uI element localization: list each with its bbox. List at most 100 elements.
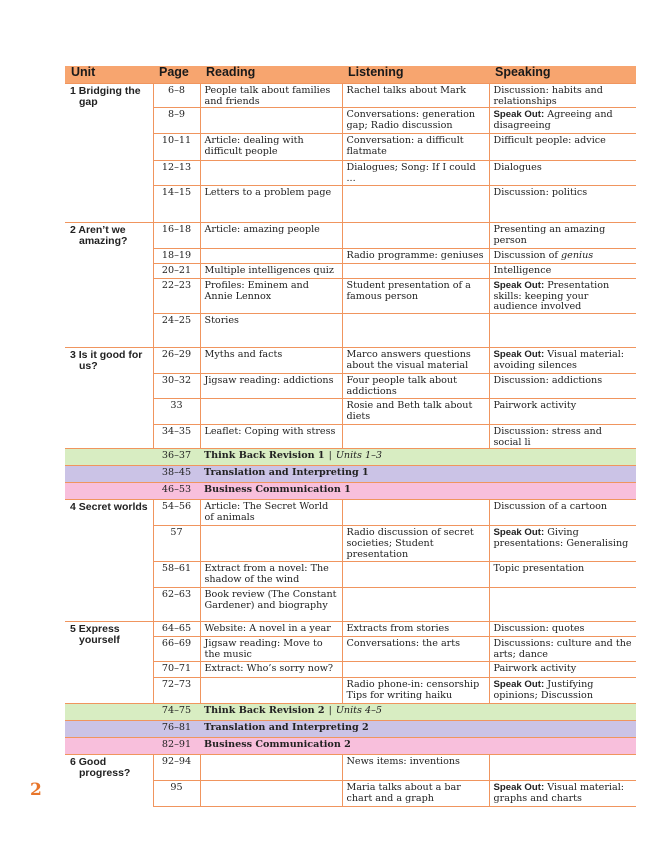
unit-title-text: 4 Secret worlds — [70, 501, 148, 514]
speak-out-label: Speak Out: — [493, 109, 545, 121]
unit-title: 3 Is it good for us? — [65, 347, 153, 449]
speaking-text: Presenting an amazing person — [493, 224, 606, 246]
speaking-cell — [488, 587, 636, 622]
unit-title-text: 5 Express yourself — [70, 623, 120, 647]
page-range: 24–25 — [152, 313, 200, 348]
speaking-text: Discussion: habits and relationships — [493, 85, 603, 107]
reading-cell — [199, 780, 342, 808]
speaking-text: Discussions: culture and the arts; dance — [493, 638, 632, 660]
speaking-text: Discussion: addictions — [493, 375, 603, 387]
speaking-cell: Discussion: politics — [488, 185, 636, 223]
page-range: 34–35 — [152, 424, 200, 449]
band-label: Business Communication 2 — [200, 737, 636, 755]
page-range: 33 — [152, 398, 200, 425]
speaking-cell: Discussion: stress and social li — [488, 424, 636, 449]
speaking-text: Presentation skills: keeping your audien… — [493, 280, 610, 313]
contents-table: Unit Page Reading Listening Speaking 1 B… — [65, 66, 636, 808]
page-range: 57 — [152, 525, 200, 562]
band-translation: 38–45 Translation and Interpreting 1 — [65, 465, 636, 483]
reading-cell: Profiles: Eminem and Annie Lennox — [199, 278, 342, 314]
table-row: 30–32 Jigsaw reading: addictions Four peop… — [65, 373, 636, 399]
speaking-cell: Discussion: habits and relationships — [488, 82, 636, 108]
separator: | — [328, 450, 332, 462]
listening-cell: Radio programme: geniuses — [341, 248, 489, 264]
reading-cell: Jigsaw reading: Move to the music — [199, 636, 342, 662]
unit-title: 1 Bridging the gap — [65, 82, 153, 223]
speaking-cell: Speak Out: Justifying opinions; Discussi… — [488, 677, 636, 704]
speak-out-label: Speak Out: — [493, 349, 545, 361]
table-row: 12–13 Dialogues; Song: If I could ... Dial… — [65, 160, 636, 186]
band-title: Business Communication 1 — [204, 484, 351, 496]
speaking-text: Visual material: graphs and charts — [493, 782, 625, 804]
page-range: 16–18 — [152, 222, 200, 249]
speaking-text: Difficult people: advice — [493, 135, 606, 147]
band-business: 46–53 Business Communication 1 — [65, 482, 636, 500]
page-range: 8–9 — [152, 107, 200, 134]
speaking-text: Discussion of — [493, 250, 562, 262]
speaking-cell — [488, 313, 636, 348]
page-range: 6–8 — [152, 82, 200, 108]
speaking-text: Discussion of a cartoon — [493, 501, 608, 513]
header-speaking: Speaking — [489, 66, 636, 84]
speaking-cell: Speak Out: Presentation skills: keeping … — [488, 278, 636, 314]
table-row: 62–63 Book review (The Constant Gardener)… — [65, 587, 636, 622]
header-unit: Unit — [65, 66, 153, 84]
reading-cell — [199, 107, 342, 134]
header-row: Unit Page Reading Listening Speaking — [65, 66, 636, 84]
reading-cell: Article: The Secret World of animals — [199, 499, 342, 526]
page-range: 26–29 — [152, 347, 200, 374]
listening-cell: Extracts from stories — [341, 621, 489, 637]
band-spacer — [65, 720, 153, 738]
speaking-text: Discussion: stress and social li — [493, 426, 602, 448]
listening-cell: News items: inventions — [341, 754, 489, 781]
speaking-cell — [488, 754, 636, 781]
page-range: 10–11 — [152, 133, 200, 161]
page-range: 38–45 — [153, 465, 200, 483]
band-title: Business Communication 2 — [204, 739, 351, 751]
reading-cell — [199, 248, 342, 264]
table-row: 1 Bridging the gap 6–8 People talk about f… — [65, 82, 636, 223]
reading-cell: Stories — [199, 313, 342, 348]
speaking-cell: Difficult people: advice — [488, 133, 636, 161]
page-range: 54–56 — [152, 499, 200, 526]
band-spacer — [65, 465, 153, 483]
page-range: 92–94 — [152, 754, 200, 781]
listening-cell — [341, 661, 489, 678]
band-label: Translation and Interpreting 1 — [200, 465, 636, 483]
table-row: 10–11 Article: dealing with difficult peo… — [65, 133, 636, 161]
listening-cell — [341, 561, 489, 588]
speaking-text: Agreeing and disagreeing — [493, 109, 613, 131]
table-row: 95 Maria talks about a bar chart and a gr… — [65, 780, 636, 808]
reading-cell: People talk about families and friends — [199, 82, 342, 108]
page-range: 64–65 — [152, 621, 200, 637]
band-label: Think Back Revision 2 | Units 4–5 — [200, 703, 636, 721]
speaking-cell: Discussion of a cartoon — [488, 499, 636, 526]
table-row: 58–61 Extract from a novel: The shadow of… — [65, 561, 636, 588]
band-think-back: 74–75 Think Back Revision 2 | Units 4–5 — [65, 703, 636, 721]
page-range: 76–81 — [153, 720, 200, 738]
table-row: 72–73 Radio phone-in: censorship Tips for… — [65, 677, 636, 704]
page-number: 2 — [30, 780, 42, 800]
reading-cell: Extract: Who’s sorry now? — [199, 661, 342, 678]
speaking-text: Visual material: avoiding silences — [493, 349, 625, 371]
speaking-text: Discussion: quotes — [493, 623, 585, 635]
header-reading: Reading — [200, 66, 342, 84]
reading-cell — [199, 160, 342, 186]
speaking-italic: genius — [561, 250, 594, 262]
unit-title: 4 Secret worlds — [65, 499, 153, 622]
speaking-cell: Speak Out: Visual material: avoiding sil… — [488, 347, 636, 374]
speaking-cell: Speak Out: Giving presentations: General… — [488, 525, 636, 562]
listening-cell — [341, 424, 489, 449]
band-subtitle: Units 4–5 — [335, 705, 383, 717]
reading-cell — [199, 677, 342, 704]
reading-cell: Website: A novel in a year — [199, 621, 342, 637]
table-row: 14–15 Letters to a problem page Discussion… — [65, 185, 636, 223]
page-range: 12–13 — [152, 160, 200, 186]
reading-cell — [199, 398, 342, 425]
page-range: 74–75 — [153, 703, 200, 721]
listening-cell: Conversations: the arts — [341, 636, 489, 662]
unit-title-text: 6 Good progress? — [70, 756, 131, 780]
page-range: 46–53 — [153, 482, 200, 500]
listening-cell — [341, 263, 489, 279]
table-row: 4 Secret worlds 54–56 Article: The Secret … — [65, 499, 636, 622]
